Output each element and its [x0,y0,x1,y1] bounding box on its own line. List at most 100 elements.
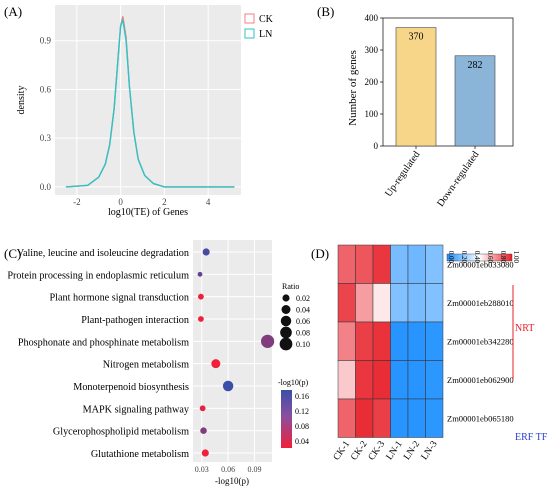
heatmap-cell [355,283,374,323]
pathway-label: Plant-pathogen interaction [81,315,189,326]
x-tick-label: Down-regulated [435,149,481,209]
y-tick-label: 400 [365,13,379,23]
y-tick-label: 0.9 [40,36,52,46]
y-tick-label: 300 [365,45,379,55]
panel-b-bar-chart: 0 100 200 300 400 370 Up-regulated 282 Down-reg… [347,13,514,209]
pathway-point [261,334,275,348]
panel-c-bubble-chart: Valine, leucine and isoleucine degradati… [7,240,310,486]
ratio-legend-title: Ratio [282,282,299,291]
pathway-point [197,271,203,277]
heatmap-cell [407,321,426,361]
x-tick-label: 0.03 [195,465,209,474]
group-label-nrt: NRT [515,323,534,334]
heatmap-cell [355,244,374,284]
gene-id-label: Zm00001eb288010 [447,298,514,308]
pathway-point [198,293,204,300]
bar-value-label: 282 [468,60,483,71]
heatmap-cell [337,398,356,438]
y-tick-label: 200 [365,77,379,87]
sample-label: CK-3 [367,439,387,462]
gene-id-label: Zm00001eb342280 [447,336,514,346]
gene-id-label: Zm00001eb033080 [447,259,514,269]
panel-label-b: (B) [317,4,334,19]
pathway-point [198,316,204,322]
pathway-label: Plant hormone signal transduction [50,293,190,304]
x-tick-label: Up-regulated [383,149,422,199]
panel-label-a: (A) [4,4,22,19]
heatmap-cell [407,360,426,400]
scale-tick-label: 0.60 [486,251,494,264]
color-legend-title: -log10(p) [278,378,309,387]
ratio-legend-dot [280,326,292,339]
ratio-legend-dot [281,305,291,314]
sample-label: CK-1 [332,439,352,462]
heatmap-cell [372,321,391,361]
group-label-erf-tf: ERF TF [515,432,548,443]
pathway-label: Protein processing in endoplasmic reticu… [7,270,189,281]
panel-b-y-axis-label: Number of genes [347,50,359,126]
y-tick-label: 0.3 [40,133,52,143]
heatmap-cell [407,244,426,284]
ratio-legend-dot [279,337,293,351]
panel-a-density-chart: -2 0 2 4 0.0 0.3 0.6 0.9 log10(TE) of Genes den… [16,5,274,218]
ratio-legend-label: 0.04 [296,306,310,315]
pathway-label: Monoterpenoid biosynthesis [73,382,189,393]
heatmap-scale-bar [446,253,513,262]
pathway-point [199,405,206,412]
scale-tick-label: 0.00 [447,251,455,264]
panel-a-x-axis-label: log10(TE) of Genes [108,207,188,218]
x-tick-label: 0 [118,197,123,207]
color-legend-label: 0.12 [295,407,309,416]
heatmap-cell [425,360,444,400]
heatmap-cell [355,360,374,400]
legend-swatch-ln [244,28,255,39]
x-tick-label: -2 [73,197,81,207]
ratio-legend-dot [282,294,290,302]
scale-tick-label: 0.20 [460,251,468,264]
pathway-label: MAPK signaling pathway [83,404,190,415]
panel-c-x-axis-label: -log10(p) [215,476,249,486]
heatmap-cell [337,244,356,284]
panel-d-heatmap: 0.00 0.20 0.40 0.60 0.80 1.00 Zm00001eb033080… [332,244,548,463]
ratio-legend-label: 0.06 [296,317,310,326]
sample-label: LN-1 [385,439,405,462]
bar-down-regulated [454,55,496,147]
color-legend-label: 0.08 [295,422,309,431]
pathway-label: Nitrogen metabolism [103,360,189,371]
ratio-legend-label: 0.08 [296,329,310,338]
heatmap-cell [390,360,409,400]
y-tick-label: 0.0 [40,182,52,192]
y-tick-label: 0 [374,141,379,151]
pathway-label: Glycerophospholipid metabolism [53,427,189,438]
legend-swatch-ck [244,13,255,24]
bar-value-label: 370 [409,32,424,43]
heatmap-cell [390,283,409,323]
heatmap-cell [425,321,444,361]
y-tick-label: 0.6 [40,84,52,94]
panel-c-legend: Ratio 0.02 0.04 0.06 0.08 0.10 -log10(p) 0.1… [278,282,310,448]
pathway-point [202,248,210,256]
heatmap-cell [337,283,356,323]
gene-id-label: Zm00001eb065180 [447,413,514,423]
ratio-legend-label: 0.02 [296,294,310,303]
pathway-point [200,427,207,434]
ratio-legend-dot [280,315,292,327]
pathway-point [211,359,221,369]
pathway-point [201,449,209,457]
heatmap-cell [372,360,391,400]
pathway-label: Glutathione metabolism [91,449,189,460]
x-tick-label: 0.06 [221,465,235,474]
ratio-legend-label: 0.10 [296,340,310,349]
heatmap-cell [355,321,374,361]
scale-tick-label: 1.00 [512,251,520,264]
heatmap-cell [372,283,391,323]
x-tick-label: 2 [162,197,167,207]
panel-label-d: (D) [311,246,329,261]
panel-a-plot-area [55,5,241,195]
color-legend-gradient-bar [281,390,292,448]
x-tick-label: 0.09 [247,465,261,474]
heatmap-cell [372,244,391,284]
sample-label: CK-2 [349,439,369,462]
heatmap-cell [425,283,444,323]
heatmap-cell [425,398,444,438]
